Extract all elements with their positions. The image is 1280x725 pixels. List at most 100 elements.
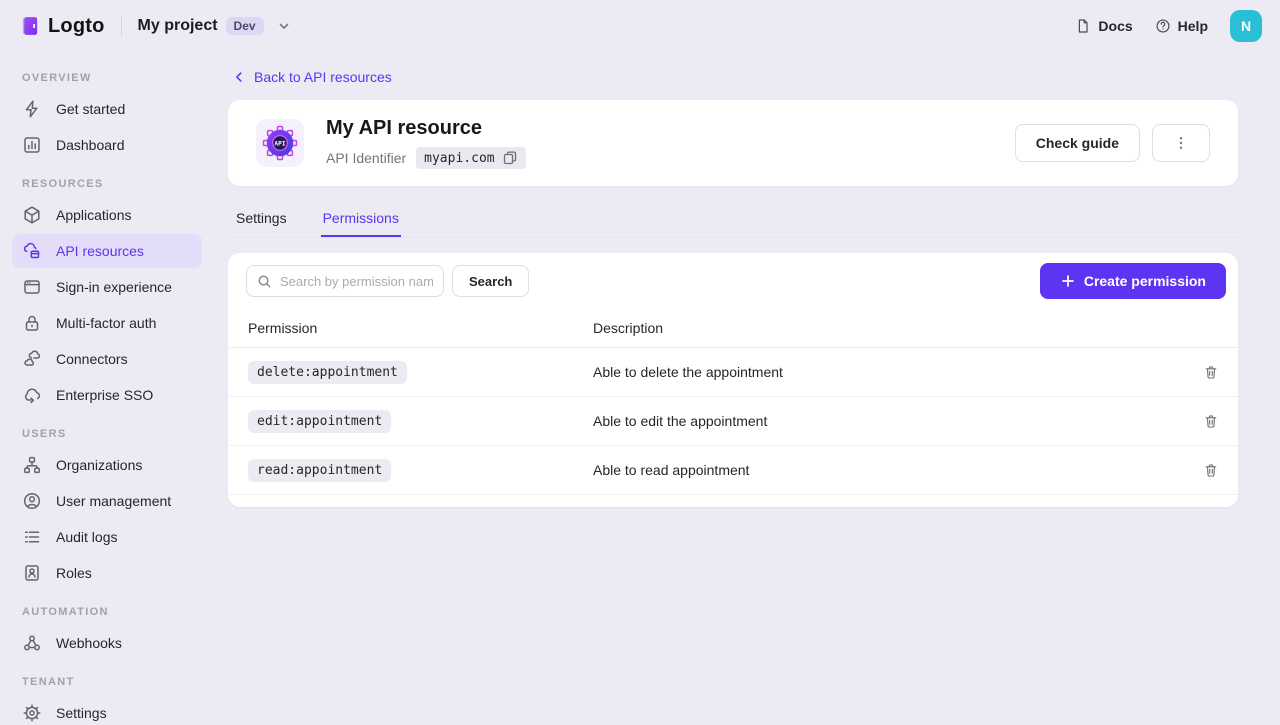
sidebar-item-roles[interactable]: Roles bbox=[12, 556, 202, 590]
env-badge: Dev bbox=[225, 17, 264, 35]
trash-icon bbox=[1205, 366, 1217, 379]
section-label-automation: AUTOMATION bbox=[22, 606, 109, 618]
lock-icon bbox=[25, 315, 39, 331]
tab-permissions[interactable]: Permissions bbox=[320, 208, 401, 237]
column-header-permission: Permission bbox=[228, 309, 573, 348]
cloud-icon bbox=[24, 388, 41, 404]
section-label-users: USERS bbox=[22, 428, 67, 440]
docs-label: Docs bbox=[1098, 18, 1133, 34]
sidebar-item-user-management[interactable]: User management bbox=[12, 484, 202, 518]
table-row: read:appointment Able to read appointmen… bbox=[228, 445, 1238, 495]
back-link-label: Back to API resources bbox=[254, 69, 392, 85]
sidebar-item-get-started[interactable]: Get started bbox=[12, 92, 202, 126]
sidebar-item-label: Organizations bbox=[56, 457, 143, 473]
main-content: Back to API resources bbox=[214, 52, 1280, 725]
sidebar-item-connectors[interactable]: Connectors bbox=[12, 342, 202, 376]
sidebar-item-enterprise-sso[interactable]: Enterprise SSO bbox=[12, 378, 202, 412]
brand-name: Logto bbox=[48, 14, 105, 37]
section-label-overview: OVERVIEW bbox=[22, 72, 92, 84]
chevron-down-icon bbox=[279, 23, 288, 29]
webhook-icon bbox=[24, 635, 40, 651]
create-permission-button[interactable]: Create permission bbox=[1039, 263, 1226, 299]
identifier-value: myapi.com bbox=[424, 150, 495, 166]
column-header-description: Description bbox=[573, 309, 1176, 348]
document-icon bbox=[1079, 19, 1089, 33]
logto-logo[interactable]: Logto bbox=[20, 15, 105, 38]
sidebar-item-label: Enterprise SSO bbox=[56, 387, 154, 403]
permission-name-badge: read:appointment bbox=[248, 458, 392, 482]
tab-bar: Settings Permissions bbox=[234, 208, 1238, 238]
permission-description: Able to read appointment bbox=[573, 445, 1176, 495]
sidebar-item-label: Webhooks bbox=[56, 635, 122, 651]
check-guide-button[interactable]: Check guide bbox=[1014, 124, 1140, 162]
section-label-tenant: TENANT bbox=[22, 676, 75, 688]
docs-link[interactable]: Docs bbox=[1075, 18, 1133, 34]
sidebar-item-settings[interactable]: Settings bbox=[12, 696, 202, 725]
resource-header-card: API My API resource API Identifier myapi… bbox=[228, 100, 1238, 186]
delete-permission-button[interactable] bbox=[1198, 359, 1224, 385]
search-icon bbox=[258, 275, 271, 287]
search-input[interactable] bbox=[280, 273, 433, 289]
sidebar: OVERVIEW Get started Dashboard RESOURCES… bbox=[0, 52, 214, 725]
search-button[interactable]: Search bbox=[452, 265, 530, 297]
logto-logo-icon bbox=[22, 17, 38, 35]
trash-icon bbox=[1205, 464, 1217, 477]
trash-icon bbox=[1205, 415, 1217, 428]
sidebar-item-label: Roles bbox=[56, 565, 92, 581]
chevron-left-icon bbox=[236, 72, 242, 82]
svg-text:API: API bbox=[274, 140, 285, 147]
project-switcher[interactable]: My project Dev bbox=[138, 17, 292, 35]
gear-icon bbox=[23, 704, 41, 722]
sidebar-item-organizations[interactable]: Organizations bbox=[12, 448, 202, 482]
sidebar-item-api-resources[interactable]: API resources bbox=[12, 234, 202, 268]
section-label-resources: RESOURCES bbox=[22, 178, 104, 190]
tab-settings[interactable]: Settings bbox=[236, 210, 287, 226]
sidebar-item-dashboard[interactable]: Dashboard bbox=[12, 128, 202, 162]
sidebar-item-sign-in-experience[interactable]: Sign-in experience bbox=[12, 270, 202, 304]
sidebar-item-label: Get started bbox=[56, 101, 126, 117]
org-chart-icon bbox=[24, 456, 40, 474]
user-circle-icon bbox=[23, 492, 41, 510]
permission-name-badge: delete:appointment bbox=[248, 360, 407, 384]
delete-permission-button[interactable] bbox=[1198, 408, 1224, 434]
sidebar-item-label: Dashboard bbox=[56, 137, 125, 153]
lightning-icon bbox=[25, 100, 38, 118]
sidebar-item-webhooks[interactable]: Webhooks bbox=[12, 626, 202, 660]
avatar[interactable]: N bbox=[1230, 10, 1262, 42]
sidebar-item-label: Settings bbox=[56, 705, 107, 721]
table-row: delete:appointment Able to delete the ap… bbox=[228, 347, 1238, 397]
divider bbox=[120, 15, 122, 37]
more-options-button[interactable] bbox=[1152, 124, 1210, 162]
table-header-row: Permission Description bbox=[228, 309, 1238, 348]
permission-description: Able to delete the appointment bbox=[573, 347, 1176, 397]
copy-button[interactable] bbox=[502, 150, 518, 166]
permissions-card: Search Create permission Permission Desc… bbox=[228, 253, 1238, 507]
permission-name-badge: edit:appointment bbox=[248, 409, 392, 433]
permissions-table: Permission Description delete:appointmen… bbox=[228, 309, 1238, 495]
back-link[interactable]: Back to API resources bbox=[232, 66, 1238, 88]
page-title: My API resource bbox=[326, 117, 482, 139]
sidebar-item-label: Audit logs bbox=[56, 529, 118, 545]
sidebar-item-multi-factor-auth[interactable]: Multi-factor auth bbox=[12, 306, 202, 340]
plus-icon bbox=[1061, 275, 1074, 287]
permission-description: Able to edit the appointment bbox=[573, 396, 1176, 446]
browser-icon bbox=[24, 280, 40, 294]
kebab-menu-icon bbox=[1179, 137, 1183, 149]
delete-permission-button[interactable] bbox=[1198, 457, 1224, 483]
sidebar-item-label: Applications bbox=[56, 207, 132, 223]
project-name: My project bbox=[137, 17, 218, 34]
sidebar-item-label: API resources bbox=[56, 243, 144, 259]
help-link[interactable]: Help bbox=[1155, 18, 1208, 34]
api-resources-icon bbox=[23, 242, 40, 259]
dashboard-icon bbox=[24, 137, 40, 153]
sidebar-item-audit-logs[interactable]: Audit logs bbox=[12, 520, 202, 554]
sidebar-item-applications[interactable]: Applications bbox=[12, 198, 202, 232]
api-resource-logo: API bbox=[256, 119, 304, 167]
help-label: Help bbox=[1177, 18, 1208, 34]
column-header-actions bbox=[1176, 309, 1238, 348]
question-circle-icon bbox=[1156, 19, 1170, 33]
cube-icon bbox=[24, 206, 40, 224]
sidebar-item-label: Connectors bbox=[56, 351, 128, 367]
sidebar-item-label: User management bbox=[56, 493, 172, 509]
search-box bbox=[246, 265, 444, 297]
